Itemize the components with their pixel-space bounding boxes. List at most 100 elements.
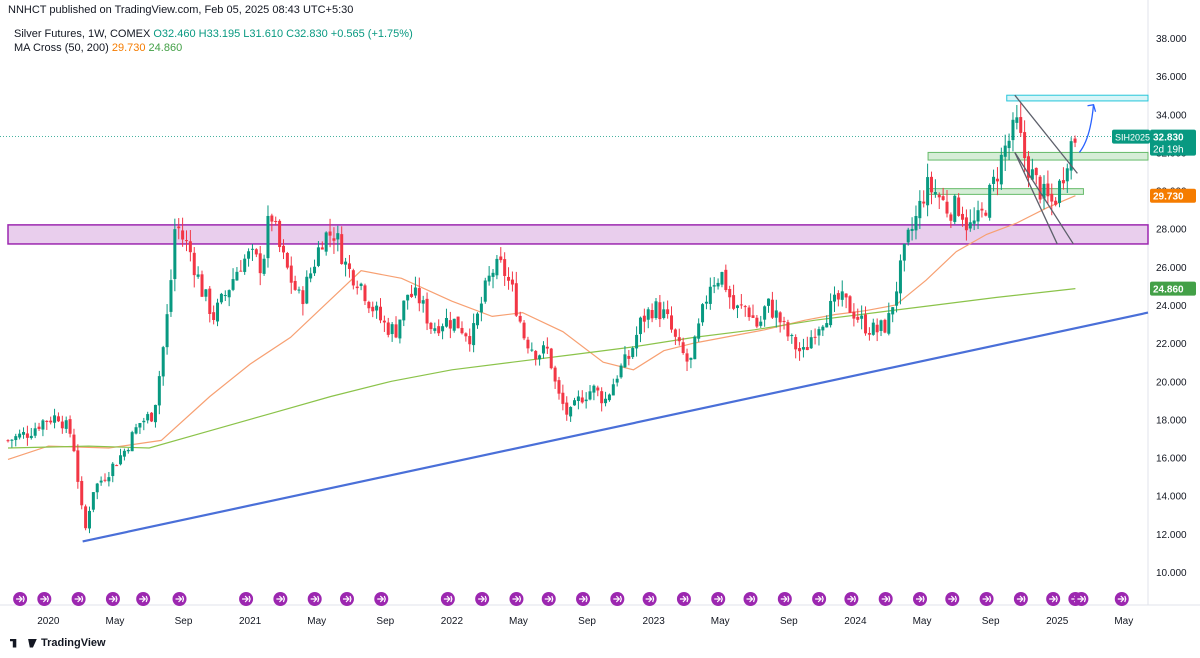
candle-body [72, 434, 76, 452]
candle-body [910, 228, 914, 231]
candle-body [933, 192, 937, 195]
candle-body [964, 217, 968, 231]
candle-body [119, 455, 123, 465]
candle-body [22, 431, 26, 435]
candle-body [584, 399, 588, 402]
candle-body [681, 342, 685, 354]
candle-body [778, 312, 782, 323]
candle-body [456, 316, 460, 329]
candle-body [153, 404, 157, 423]
candle-body [864, 314, 868, 334]
candle-body [390, 324, 394, 335]
candle-body [1050, 193, 1054, 202]
candle-body [367, 301, 371, 309]
candle-body [999, 154, 1003, 185]
event-icon-glyph [679, 595, 689, 603]
candle-body [957, 197, 961, 216]
candle-body [1007, 140, 1011, 149]
x-tick-label: 2020 [37, 616, 60, 627]
candle-body [313, 266, 317, 274]
candle-body [491, 272, 495, 277]
candle-body [716, 282, 720, 287]
candle-body [518, 315, 522, 322]
candle-body [898, 260, 902, 294]
candle-body [270, 215, 274, 222]
candle-body [615, 378, 619, 383]
candle-body [91, 492, 95, 510]
candle-body [553, 367, 557, 382]
candle-body [460, 327, 464, 334]
candle-body [196, 274, 200, 277]
candle-body [949, 214, 953, 221]
event-icon-glyph [108, 595, 118, 603]
tv-logo-mark [10, 638, 17, 648]
candle-body [1003, 145, 1007, 157]
candle-body [37, 426, 41, 429]
candle-body [285, 252, 289, 268]
candle-body [592, 385, 596, 393]
candle-body [6, 440, 10, 442]
candle-body [421, 300, 425, 304]
event-icon-glyph [512, 595, 522, 603]
candle-body [922, 201, 926, 204]
event-icon-glyph [881, 595, 891, 603]
candle-body [425, 298, 429, 324]
x-tick-label: May [105, 616, 124, 627]
candle-body [503, 259, 507, 276]
candle-body [619, 365, 623, 378]
candle-body [316, 247, 320, 266]
event-icon-glyph [645, 595, 655, 603]
candle-body [231, 279, 235, 290]
candle-body [658, 302, 662, 320]
candle-body [685, 353, 689, 362]
candle-body [487, 275, 491, 282]
candle-body [670, 315, 674, 330]
candle-body [336, 233, 340, 240]
y-tick-label: 16.000 [1156, 454, 1187, 465]
candle-body [157, 376, 161, 406]
candle-body [600, 391, 604, 404]
candle-body [382, 320, 386, 323]
indicator-name: MA Cross (50, 200) [14, 42, 109, 54]
candle-body [410, 293, 414, 297]
candle-body [739, 304, 743, 306]
x-tick-label: 2024 [844, 616, 867, 627]
candle-body [289, 265, 293, 283]
candle-body [99, 480, 103, 483]
candle-body [107, 477, 111, 482]
symbol-legend-row: Silver Futures, 1W, COMEX O32.460 H33.19… [14, 27, 413, 41]
symbol-name: Silver Futures, 1W, COMEX [14, 28, 151, 40]
candle-body [895, 291, 899, 306]
candle-body [883, 319, 887, 333]
event-icon-glyph [443, 595, 453, 603]
candle-body [266, 215, 270, 259]
candle-body [371, 306, 375, 312]
candle-body [929, 176, 933, 193]
candle-body [18, 433, 22, 438]
ma-fast-tag-bg [1150, 188, 1196, 203]
ticker-tag-bg [1112, 129, 1150, 144]
candle-body [712, 285, 716, 287]
y-tick-label: 34.000 [1156, 110, 1187, 121]
candle-body [813, 336, 817, 338]
candle-body [413, 287, 417, 296]
candle-body [697, 323, 701, 339]
candle-body [169, 280, 173, 312]
candle-body [204, 289, 208, 297]
candle-body [984, 212, 988, 216]
candle-body [623, 354, 627, 368]
candle-body [786, 322, 790, 337]
candle-body [293, 280, 297, 290]
candle-body [611, 384, 615, 396]
candle-body [437, 326, 441, 334]
candle-body [782, 320, 786, 322]
candle-body [988, 184, 992, 218]
event-icon-glyph [478, 595, 487, 603]
candle-body [14, 436, 18, 441]
candle-body [247, 251, 251, 259]
candle-body [844, 293, 848, 298]
candle-body [223, 295, 227, 297]
candle-body [728, 289, 732, 298]
event-icon-glyph [175, 595, 185, 603]
